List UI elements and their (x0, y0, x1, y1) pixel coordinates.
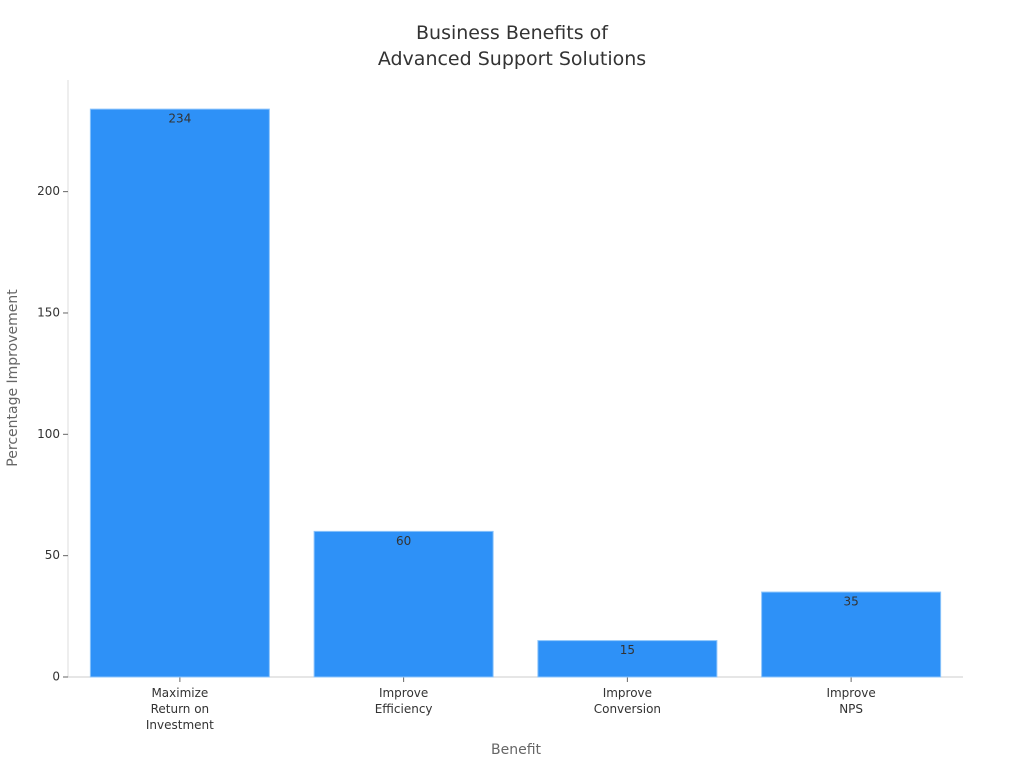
y-tick-label: 50 (45, 548, 60, 562)
y-tick-label: 0 (52, 670, 60, 684)
bar (537, 640, 718, 678)
bar (313, 530, 494, 678)
x-tick-label: Improve Conversion (593, 686, 662, 716)
y-tick-label: 150 (37, 305, 60, 319)
y-tick-label: 200 (37, 184, 60, 198)
x-tick-label: Improve NPS (826, 686, 876, 716)
x-tick-label: Improve Efficiency (374, 686, 433, 716)
y-axis-label: Percentage Improvement (5, 289, 21, 467)
bar (761, 591, 942, 678)
x-tick-label: Maximize Return on Investment (145, 686, 214, 732)
y-tick-label: 100 (37, 427, 60, 441)
value-label: 234 (168, 112, 191, 126)
value-label: 15 (620, 643, 635, 657)
x-axis-label: Benefit (490, 742, 541, 758)
chart-title: Business Benefits of Advanced Support So… (377, 22, 647, 70)
value-label: 60 (396, 534, 411, 548)
value-label: 35 (843, 595, 858, 609)
bar (89, 108, 270, 678)
